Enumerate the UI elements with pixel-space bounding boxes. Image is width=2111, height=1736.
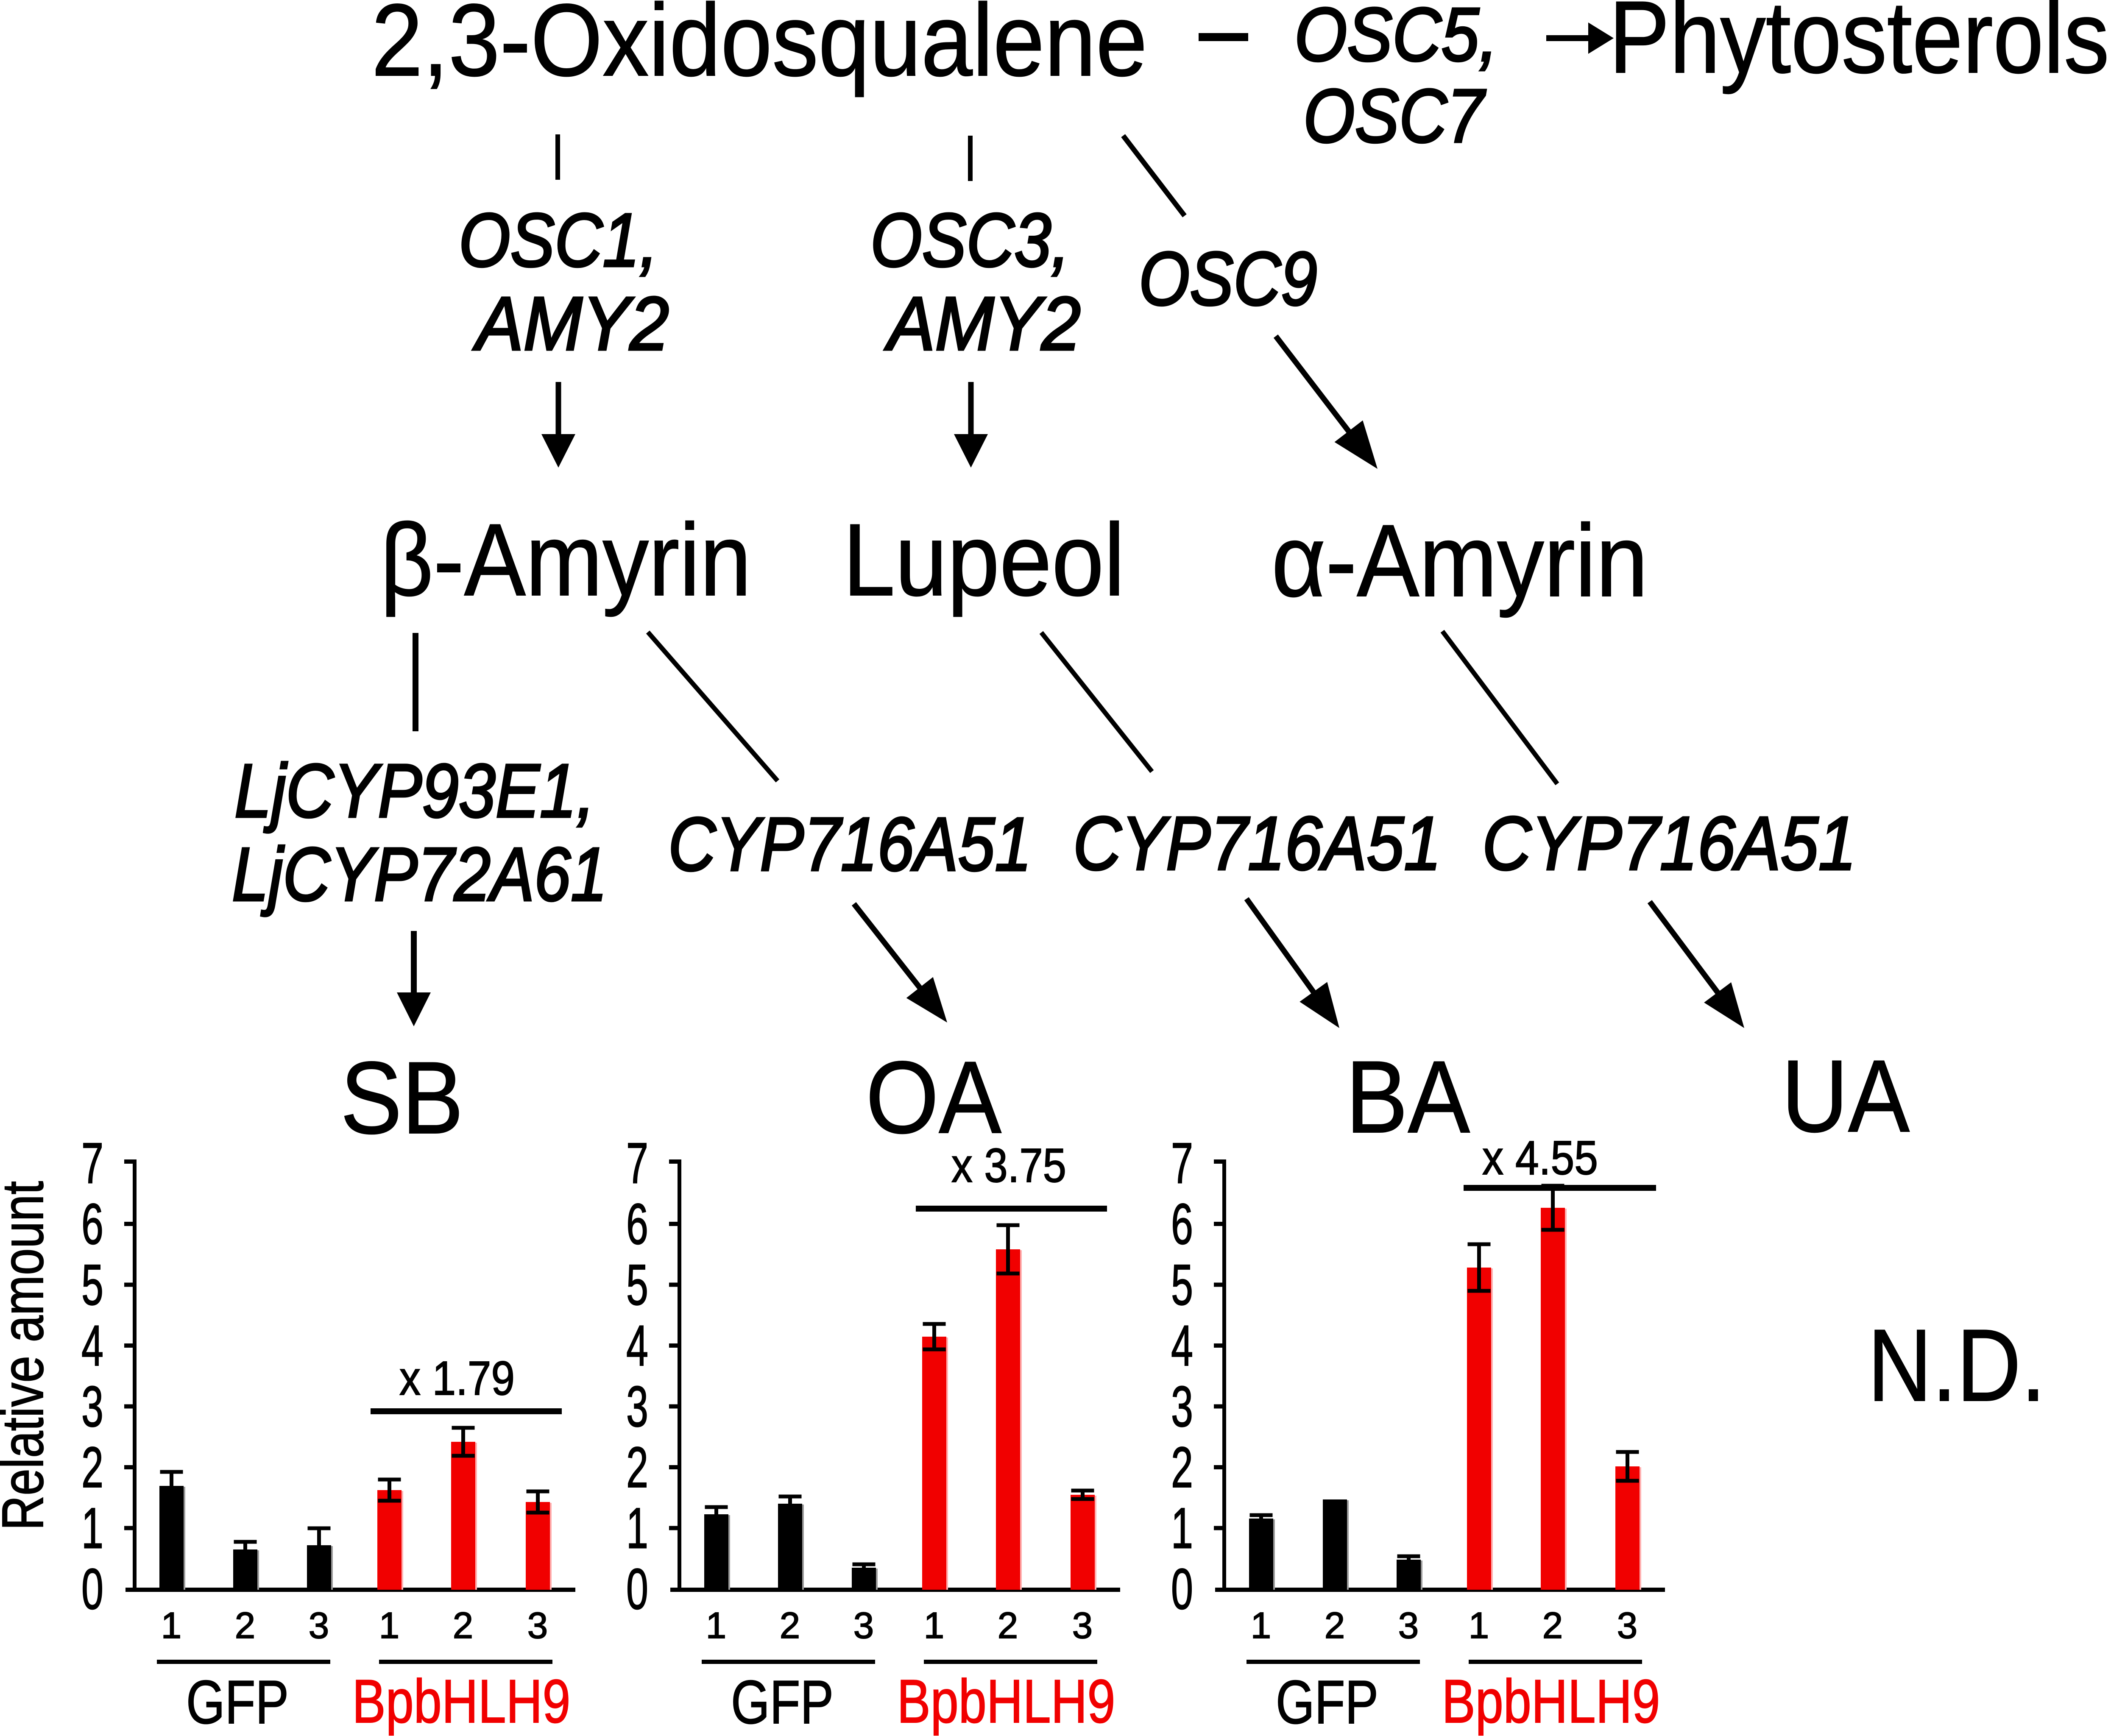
- svg-text:UA: UA: [1782, 1039, 1910, 1154]
- svg-text:BA: BA: [1346, 1040, 1470, 1154]
- svg-text:1: 1: [1251, 1605, 1271, 1646]
- svg-text:3: 3: [527, 1605, 548, 1646]
- svg-text:2: 2: [81, 1435, 103, 1499]
- svg-text:7: 7: [81, 1131, 103, 1195]
- svg-text:1: 1: [1171, 1496, 1193, 1560]
- svg-text:3: 3: [626, 1374, 648, 1439]
- svg-text:2: 2: [780, 1605, 800, 1646]
- svg-text:5: 5: [81, 1253, 103, 1317]
- svg-text:3: 3: [1171, 1374, 1193, 1439]
- svg-text:Relative amount: Relative amount: [0, 1181, 56, 1530]
- svg-text:SB: SB: [340, 1041, 463, 1155]
- svg-text:BpbHLH9: BpbHLH9: [352, 1667, 571, 1736]
- svg-text:0: 0: [626, 1557, 648, 1621]
- svg-text:7: 7: [626, 1131, 648, 1195]
- svg-text:3: 3: [1398, 1605, 1419, 1646]
- svg-text:BpbHLH9: BpbHLH9: [1442, 1667, 1660, 1736]
- svg-text:6: 6: [81, 1192, 103, 1256]
- svg-text:7: 7: [1171, 1131, 1193, 1195]
- svg-text:CYP716A51: CYP716A51: [1482, 801, 1856, 886]
- svg-text:CYP716A51: CYP716A51: [1073, 801, 1441, 886]
- svg-text:1: 1: [81, 1496, 103, 1560]
- svg-text:x 1.79: x 1.79: [399, 1351, 515, 1405]
- svg-text:GFP: GFP: [731, 1668, 834, 1736]
- svg-text:OSC1,: OSC1,: [459, 198, 658, 282]
- svg-text:OSC7: OSC7: [1303, 73, 1486, 158]
- svg-text:β-Amyrin: β-Amyrin: [380, 503, 751, 617]
- svg-text:4: 4: [81, 1313, 103, 1378]
- svg-text:2: 2: [1325, 1605, 1345, 1646]
- svg-text:0: 0: [81, 1557, 103, 1621]
- svg-text:4: 4: [626, 1313, 648, 1378]
- svg-text:3: 3: [853, 1605, 874, 1646]
- svg-text:1: 1: [626, 1496, 648, 1560]
- svg-text:2: 2: [235, 1605, 255, 1646]
- svg-text:GFP: GFP: [1276, 1668, 1378, 1736]
- svg-text:2: 2: [998, 1605, 1018, 1646]
- svg-text:3: 3: [309, 1605, 329, 1646]
- svg-text:0: 0: [1171, 1557, 1193, 1621]
- svg-text:6: 6: [626, 1192, 648, 1256]
- svg-text:Phytosterols: Phytosterols: [1609, 0, 2109, 95]
- svg-text:2: 2: [1171, 1435, 1193, 1499]
- svg-text:N.D.: N.D.: [1868, 1308, 2046, 1423]
- svg-text:BpbHLH9: BpbHLH9: [897, 1667, 1115, 1736]
- svg-text:x 3.75: x 3.75: [951, 1139, 1066, 1192]
- svg-text:3: 3: [1072, 1605, 1093, 1646]
- svg-text:3: 3: [81, 1374, 103, 1439]
- svg-text:5: 5: [1171, 1253, 1193, 1317]
- svg-text:AMY2: AMY2: [884, 281, 1081, 366]
- svg-text:1: 1: [379, 1605, 399, 1646]
- svg-text:AMY2: AMY2: [473, 281, 669, 366]
- svg-text:2: 2: [1542, 1605, 1563, 1646]
- svg-text:1: 1: [1469, 1605, 1489, 1646]
- svg-text:LjCYP72A61: LjCYP72A61: [232, 832, 607, 917]
- svg-text:OSC9: OSC9: [1139, 236, 1317, 321]
- svg-text:4: 4: [1171, 1313, 1193, 1378]
- svg-text:1: 1: [706, 1605, 726, 1646]
- svg-text:1: 1: [161, 1605, 181, 1646]
- svg-text:OSC3,: OSC3,: [870, 198, 1070, 282]
- svg-text:5: 5: [626, 1253, 648, 1317]
- svg-text:3: 3: [1617, 1605, 1637, 1646]
- svg-text:6: 6: [1171, 1192, 1193, 1256]
- svg-text:1: 1: [924, 1605, 944, 1646]
- svg-text:CYP716A51: CYP716A51: [668, 802, 1032, 886]
- svg-text:GFP: GFP: [186, 1668, 289, 1736]
- svg-text:OSC5,: OSC5,: [1294, 0, 1498, 77]
- svg-text:Lupeol: Lupeol: [843, 503, 1125, 617]
- svg-text:α-Amyrin: α-Amyrin: [1272, 504, 1648, 618]
- svg-text:OA: OA: [866, 1040, 1001, 1155]
- svg-text:2,3-Oxidosqualene: 2,3-Oxidosqualene: [371, 0, 1147, 98]
- svg-text:2: 2: [453, 1605, 473, 1646]
- svg-text:LjCYP93E1,: LjCYP93E1,: [234, 748, 595, 833]
- svg-text:2: 2: [626, 1435, 648, 1499]
- svg-text:x 4.55: x 4.55: [1482, 1131, 1598, 1184]
